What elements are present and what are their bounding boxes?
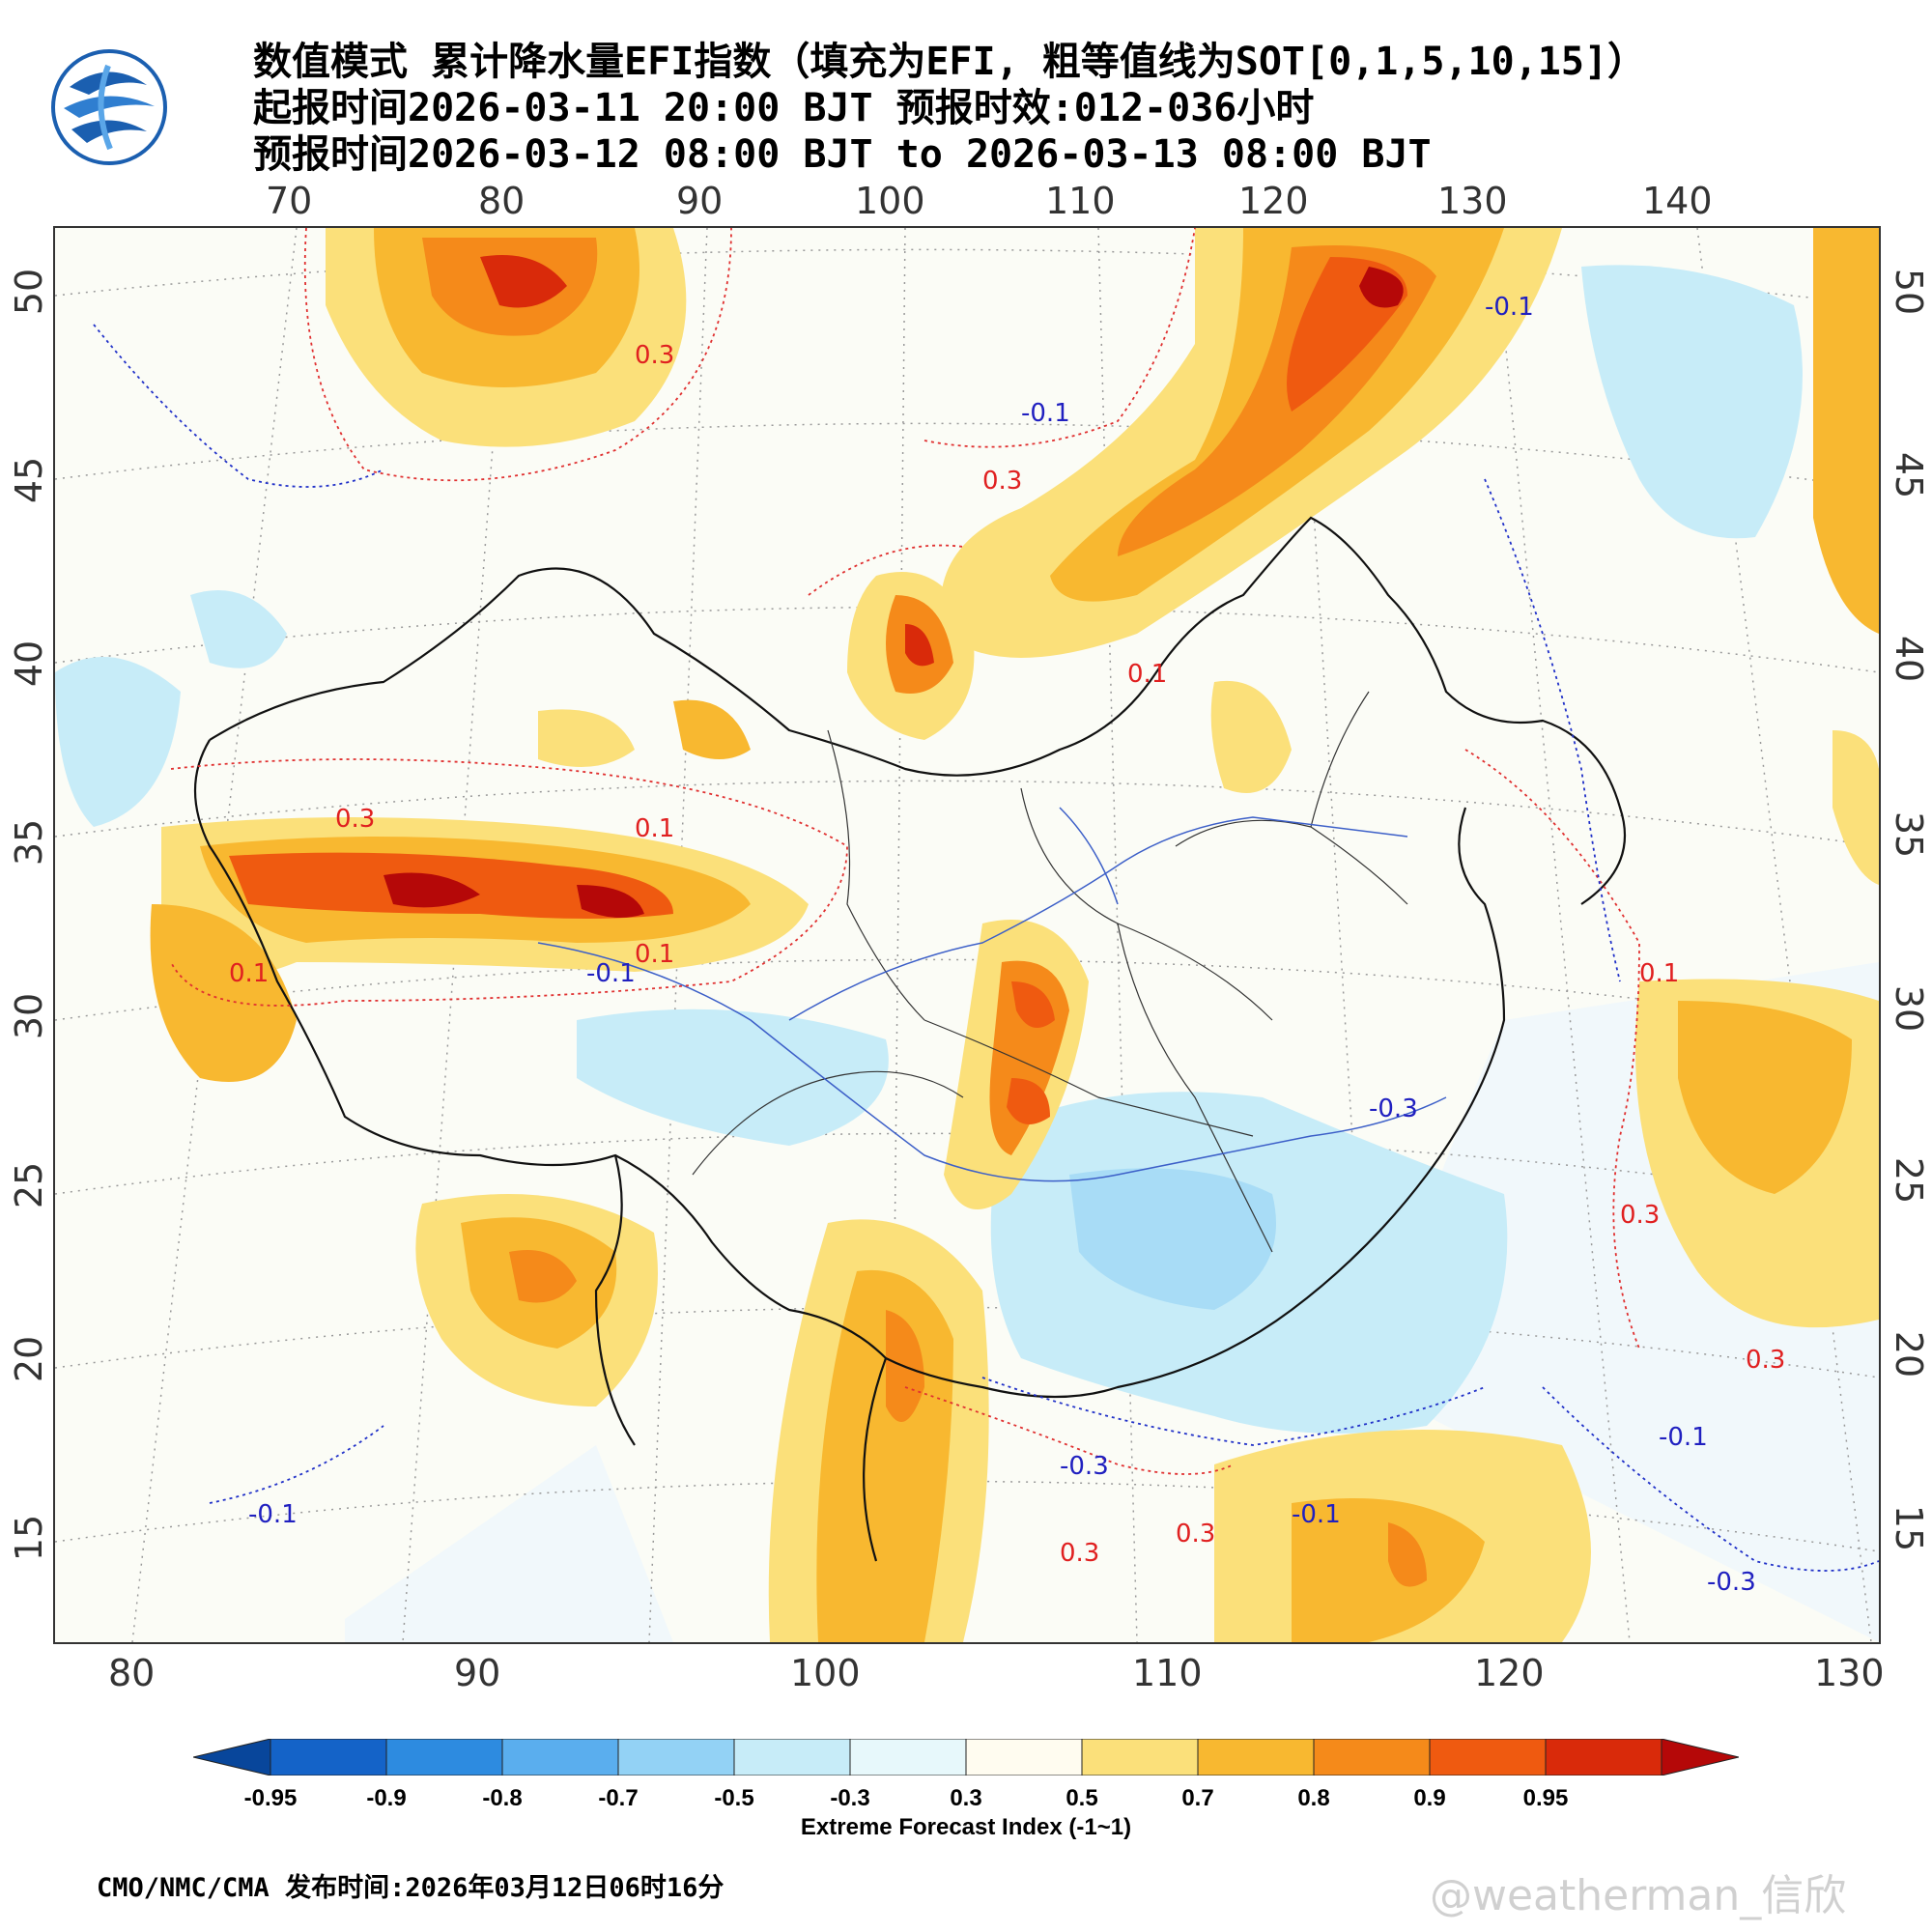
left-lat-label: 15 [8, 1514, 51, 1562]
colorbar-segment [1545, 1739, 1662, 1776]
init-time-line: 起报时间2026-03-11 20:00 BJT 预报时效:012-036小时 [253, 86, 1315, 130]
contour-label: 0.3 [1746, 1346, 1785, 1375]
contour-label: 0.3 [982, 467, 1022, 496]
colorbar-tick-label: -0.7 [598, 1785, 639, 1811]
contour-label: 0.1 [635, 940, 674, 969]
top-lon-label: 110 [1045, 180, 1116, 222]
colorbar-tick-label: 0.8 [1297, 1785, 1330, 1811]
left-lat-label: 20 [8, 1335, 51, 1383]
top-lon-label: 140 [1642, 180, 1713, 222]
valid-time-line: 预报时间2026-03-12 08:00 BJT to 2026-03-13 0… [253, 132, 1432, 177]
contour-label: 0.1 [1127, 660, 1167, 689]
colorbar-segment [733, 1739, 851, 1776]
efi-negative-fill [55, 265, 1803, 1434]
contour-label: 0.3 [335, 805, 375, 834]
colorbar-segment [1197, 1739, 1315, 1776]
colorbar-tick-label: 0.3 [950, 1785, 982, 1811]
colorbar-segment [1429, 1739, 1547, 1776]
efi-map-svg: 0.3 0.1 0.1 0.1 0.1 0.3 0.3 0.1 0.3 0.3 … [55, 228, 1879, 1642]
right-lat-label: 20 [1888, 1330, 1931, 1378]
bottom-lon-label: 80 [108, 1652, 156, 1694]
province-borders [692, 691, 1408, 1253]
bottom-lon-label: 120 [1474, 1652, 1545, 1694]
right-lat-label: 25 [1888, 1156, 1931, 1205]
right-lat-label: 50 [1888, 268, 1931, 316]
colorbar-segment [1081, 1739, 1199, 1776]
contour-label: -0.1 [248, 1500, 298, 1529]
colorbar-segment [1313, 1739, 1431, 1776]
contour-label: 0.3 [1060, 1539, 1099, 1568]
colorbar-segment [849, 1739, 967, 1776]
colorbar-segment [617, 1739, 735, 1776]
colorbar-min-arrow [193, 1739, 271, 1776]
contour-label: -0.1 [1659, 1423, 1708, 1452]
contour-label: 0.1 [1639, 959, 1679, 988]
colorbar-tick-label: -0.3 [830, 1785, 870, 1811]
top-lon-label: 100 [855, 180, 925, 222]
top-lon-label: 130 [1437, 180, 1508, 222]
right-lat-label: 35 [1888, 810, 1931, 859]
contour-label: 0.1 [635, 814, 674, 843]
colorbar-tick-label: 0.7 [1181, 1785, 1214, 1811]
top-lon-label: 80 [478, 180, 526, 222]
contour-label: 0.3 [1620, 1201, 1660, 1230]
issuer-line: CMO/NMC/CMA 发布时间:2026年03月12日06时16分 [97, 1873, 724, 1903]
contour-label: -0.1 [1021, 399, 1070, 428]
contour-label: -0.3 [1060, 1452, 1109, 1481]
contour-label: -0.1 [586, 959, 636, 988]
colorbar-segment [270, 1739, 387, 1776]
top-lon-label: 70 [266, 180, 313, 222]
title-block: 数值模式 累计降水量EFI指数（填充为EFI, 粗等值线为SOT[0,1,5,1… [253, 39, 1646, 178]
colorbar-tick-label: 0.5 [1065, 1785, 1098, 1811]
contour-label: 0.3 [635, 341, 674, 370]
left-lat-label: 25 [8, 1161, 51, 1209]
left-lat-label: 45 [8, 456, 51, 504]
rivers [537, 807, 1447, 1182]
efi-map: 0.3 0.1 0.1 0.1 0.1 0.3 0.3 0.1 0.3 0.3 … [53, 226, 1881, 1644]
colorbar-tick-label: 0.9 [1413, 1785, 1446, 1811]
contour-label: 0.1 [229, 959, 269, 988]
colorbar-max-arrow [1661, 1739, 1739, 1776]
colorbar-tick-label: -0.9 [366, 1785, 407, 1811]
colorbar-segment [385, 1739, 503, 1776]
contour-labels: 0.3 0.1 0.1 0.1 0.1 0.3 0.3 0.1 0.3 0.3 … [229, 293, 1785, 1597]
colorbar-tick-label: -0.8 [482, 1785, 523, 1811]
bottom-lon-label: 130 [1814, 1652, 1885, 1694]
left-lat-label: 30 [8, 992, 51, 1040]
colorbar-segment [965, 1739, 1083, 1776]
left-lat-label: 40 [8, 639, 51, 688]
bottom-lon-label: 110 [1132, 1652, 1203, 1694]
contour-label: -0.3 [1707, 1568, 1756, 1597]
left-lat-label: 50 [8, 268, 51, 316]
right-lat-label: 40 [1888, 635, 1931, 683]
right-lat-label: 30 [1888, 984, 1931, 1033]
colorbar-tick-label: -0.5 [714, 1785, 754, 1811]
watermark: @weatherman_信欣 [1430, 1871, 1847, 1920]
chart-title: 数值模式 累计降水量EFI指数（填充为EFI, 粗等值线为SOT[0,1,5,1… [253, 40, 1647, 84]
country-borders [194, 516, 1627, 1562]
contour-label: 0.3 [1176, 1520, 1215, 1548]
bottom-lon-label: 90 [454, 1652, 501, 1694]
efi-contours [93, 228, 1879, 1572]
efi-positive-fill [150, 228, 1879, 1642]
top-lon-label: 120 [1238, 180, 1309, 222]
contour-label: -0.1 [1485, 293, 1534, 322]
colorbar-tick-label: 0.95 [1522, 1785, 1569, 1811]
contour-label: -0.1 [1292, 1500, 1341, 1529]
ocean-area [345, 1445, 673, 1642]
colorbar-segment [501, 1739, 619, 1776]
left-lat-label: 35 [8, 818, 51, 867]
contour-label: -0.3 [1369, 1094, 1418, 1123]
colorbar-tick-label: -0.95 [243, 1785, 298, 1811]
bottom-lon-label: 100 [790, 1652, 861, 1694]
right-lat-label: 15 [1888, 1504, 1931, 1552]
right-lat-label: 45 [1888, 451, 1931, 499]
efi-colorbar [193, 1739, 1739, 1776]
colorbar-title: Extreme Forecast Index (-1~1) [800, 1814, 1132, 1840]
cma-logo-icon [51, 49, 167, 165]
top-lon-label: 90 [676, 180, 724, 222]
